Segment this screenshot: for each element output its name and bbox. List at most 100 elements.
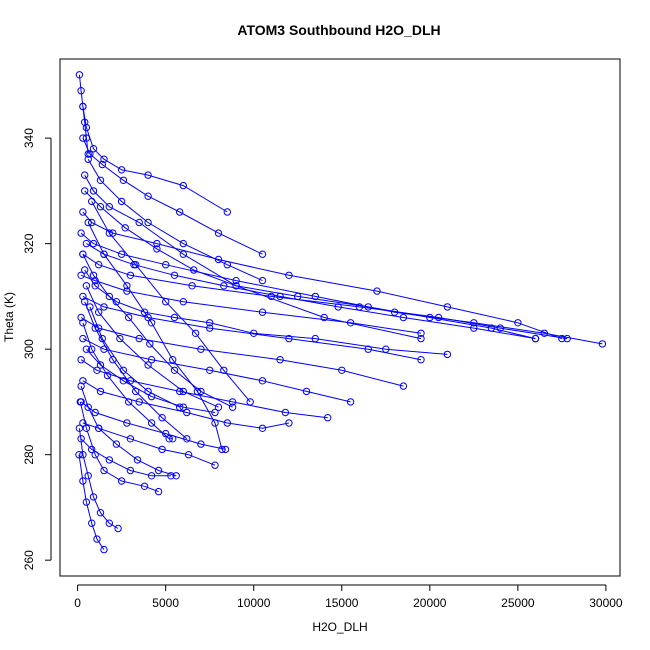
data-point bbox=[267, 292, 275, 301]
data-point bbox=[232, 282, 240, 290]
y-tick-label: 260 bbox=[22, 550, 36, 570]
data-point bbox=[75, 451, 83, 459]
x-axis-label: H2O_DLH bbox=[312, 620, 367, 634]
series-line bbox=[85, 285, 219, 408]
data-point bbox=[364, 303, 372, 311]
series-line bbox=[82, 295, 422, 361]
data-point bbox=[81, 187, 89, 195]
data-point bbox=[82, 345, 91, 353]
data-point bbox=[147, 419, 156, 427]
series-28 bbox=[75, 71, 92, 158]
x-tick-label: 10000 bbox=[237, 596, 271, 610]
data-point bbox=[135, 218, 143, 227]
plot-frame bbox=[59, 58, 621, 577]
data-point bbox=[84, 218, 92, 227]
data-point bbox=[93, 535, 101, 543]
series-9 bbox=[77, 356, 332, 422]
data-point bbox=[250, 329, 258, 337]
data-point bbox=[86, 303, 94, 311]
data-point bbox=[112, 298, 121, 306]
series-2 bbox=[79, 208, 566, 343]
series-18 bbox=[82, 239, 540, 343]
data-point bbox=[258, 308, 267, 316]
series-line bbox=[82, 253, 568, 340]
data-point bbox=[117, 166, 126, 174]
data-point bbox=[144, 171, 152, 179]
data-point bbox=[114, 524, 122, 533]
data-point bbox=[153, 245, 161, 253]
data-point bbox=[184, 451, 193, 459]
data-point bbox=[197, 440, 205, 448]
data-point bbox=[126, 466, 135, 475]
data-point bbox=[93, 366, 101, 374]
data-point bbox=[258, 250, 267, 258]
x-tick-label: 5000 bbox=[152, 596, 179, 610]
series-line bbox=[78, 74, 89, 155]
data-point bbox=[88, 345, 96, 353]
series-line bbox=[84, 301, 188, 440]
data-point bbox=[169, 356, 177, 364]
data-point bbox=[125, 313, 133, 322]
data-point bbox=[176, 403, 184, 411]
data-point bbox=[117, 250, 126, 258]
data-point bbox=[144, 313, 152, 322]
data-point bbox=[417, 356, 425, 364]
x-axis: 0 5000 10000 15000 20000 25000 30000 bbox=[74, 584, 623, 610]
data-point bbox=[125, 398, 133, 406]
data-point bbox=[373, 287, 381, 295]
data-point bbox=[91, 408, 99, 417]
series-0 bbox=[79, 102, 232, 216]
series-line bbox=[80, 385, 177, 477]
data-point bbox=[79, 377, 87, 385]
data-point bbox=[77, 313, 85, 322]
series-line bbox=[89, 306, 180, 408]
data-point bbox=[223, 261, 232, 269]
data-point bbox=[95, 424, 103, 432]
data-point bbox=[228, 403, 237, 411]
data-point bbox=[126, 271, 135, 279]
series-line bbox=[82, 380, 289, 429]
data-point bbox=[89, 493, 98, 501]
data-point bbox=[221, 445, 230, 454]
series-line bbox=[82, 253, 233, 408]
data-point bbox=[206, 366, 214, 374]
data-point bbox=[167, 472, 175, 480]
y-tick-label: 280 bbox=[22, 444, 36, 464]
x-tick-label: 30000 bbox=[589, 596, 623, 610]
series-line bbox=[86, 348, 216, 413]
data-point bbox=[211, 408, 219, 417]
data-point bbox=[105, 203, 114, 211]
data-point bbox=[119, 366, 128, 374]
y-tick-label: 300 bbox=[22, 339, 36, 359]
data-point bbox=[417, 329, 425, 337]
series-15 bbox=[75, 424, 122, 533]
data-point bbox=[188, 282, 196, 290]
data-point bbox=[77, 87, 85, 95]
data-point bbox=[98, 160, 107, 169]
series-line bbox=[82, 211, 563, 340]
data-point bbox=[211, 419, 219, 427]
data-point bbox=[79, 208, 87, 216]
x-tick-label: 25000 bbox=[501, 596, 535, 610]
data-point bbox=[82, 282, 91, 290]
data-point bbox=[285, 334, 293, 343]
data-point bbox=[183, 408, 191, 417]
series-line bbox=[82, 338, 351, 403]
data-point bbox=[117, 197, 126, 206]
data-point bbox=[320, 313, 328, 322]
data-point bbox=[214, 229, 223, 237]
series-line bbox=[87, 222, 223, 450]
data-point bbox=[96, 387, 105, 396]
data-point bbox=[123, 282, 131, 290]
data-point bbox=[77, 356, 85, 364]
data-point bbox=[426, 313, 434, 322]
data-point bbox=[91, 282, 99, 290]
data-point bbox=[154, 487, 163, 496]
data-point bbox=[79, 334, 87, 343]
data-point bbox=[176, 208, 184, 216]
data-point bbox=[77, 229, 85, 237]
data-point bbox=[170, 271, 179, 279]
data-point bbox=[246, 398, 254, 406]
data-point bbox=[285, 271, 293, 279]
data-point bbox=[214, 403, 223, 411]
